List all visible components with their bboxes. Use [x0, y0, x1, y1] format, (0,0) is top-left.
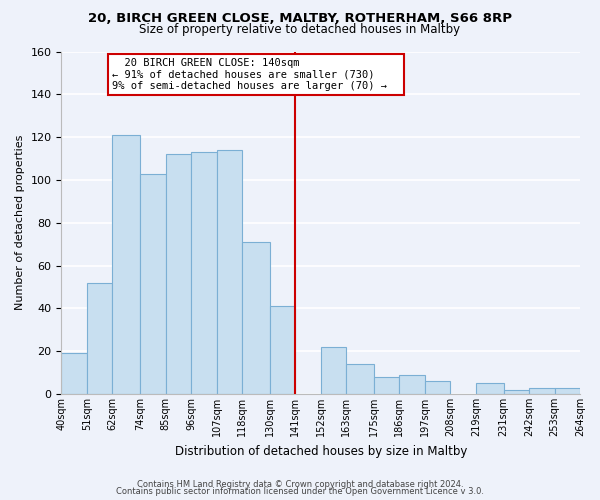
Bar: [166, 154, 191, 394]
Bar: [346, 364, 374, 394]
Text: 20 BIRCH GREEN CLOSE: 140sqm
← 91% of detached houses are smaller (730)
9% of se: 20 BIRCH GREEN CLOSE: 140sqm ← 91% of de…: [112, 58, 400, 91]
Text: Contains HM Land Registry data © Crown copyright and database right 2024.: Contains HM Land Registry data © Crown c…: [137, 480, 463, 489]
Bar: [112, 135, 140, 394]
Bar: [270, 306, 295, 394]
Bar: [140, 174, 166, 394]
Bar: [217, 150, 242, 394]
Bar: [400, 374, 425, 394]
Y-axis label: Number of detached properties: Number of detached properties: [15, 135, 25, 310]
Bar: [476, 384, 503, 394]
Bar: [503, 390, 529, 394]
Bar: [374, 377, 400, 394]
Bar: [321, 347, 346, 394]
Bar: [554, 388, 580, 394]
Bar: [529, 388, 554, 394]
Bar: [61, 354, 87, 394]
Text: 20, BIRCH GREEN CLOSE, MALTBY, ROTHERHAM, S66 8RP: 20, BIRCH GREEN CLOSE, MALTBY, ROTHERHAM…: [88, 12, 512, 25]
Bar: [87, 282, 112, 394]
Bar: [425, 381, 451, 394]
Text: Size of property relative to detached houses in Maltby: Size of property relative to detached ho…: [139, 23, 461, 36]
Bar: [242, 242, 270, 394]
Bar: [191, 152, 217, 394]
Text: Contains public sector information licensed under the Open Government Licence v : Contains public sector information licen…: [116, 487, 484, 496]
X-axis label: Distribution of detached houses by size in Maltby: Distribution of detached houses by size …: [175, 444, 467, 458]
